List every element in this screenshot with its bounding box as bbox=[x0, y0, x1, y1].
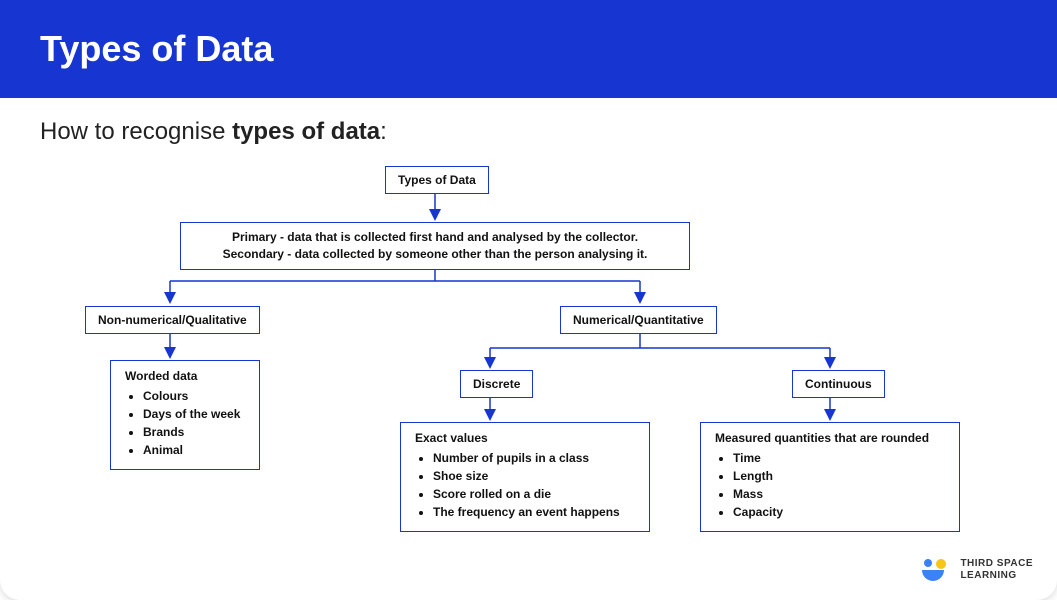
detail-discrete-title: Exact values bbox=[415, 431, 635, 445]
node-qualitative: Non-numerical/Qualitative bbox=[85, 306, 260, 334]
brand-line2: LEARNING bbox=[960, 570, 1033, 582]
header-banner: Types of Data bbox=[0, 0, 1057, 98]
detail-continuous: Measured quantities that are rounded Tim… bbox=[700, 422, 960, 532]
node-source: Primary - data that is collected first h… bbox=[180, 222, 690, 270]
source-line1: Primary - data that is collected first h… bbox=[193, 229, 677, 246]
node-discrete: Discrete bbox=[460, 370, 533, 398]
detail-continuous-list: TimeLengthMassCapacity bbox=[715, 449, 945, 521]
brand-text: THIRD SPACE LEARNING bbox=[960, 558, 1033, 582]
detail-continuous-title: Measured quantities that are rounded bbox=[715, 431, 945, 445]
list-item: Capacity bbox=[733, 503, 945, 521]
list-item: Length bbox=[733, 467, 945, 485]
subtitle-suffix: : bbox=[380, 118, 387, 145]
list-item: Shoe size bbox=[433, 467, 635, 485]
subtitle-prefix: How to recognise bbox=[40, 118, 232, 145]
brand-icon bbox=[920, 559, 952, 581]
list-item: Animal bbox=[143, 441, 245, 459]
detail-qualitative: Worded data ColoursDays of the weekBrand… bbox=[110, 360, 260, 470]
list-item: Days of the week bbox=[143, 405, 245, 423]
list-item: Number of pupils in a class bbox=[433, 449, 635, 467]
brand-logo: THIRD SPACE LEARNING bbox=[920, 558, 1033, 582]
flowchart: Types of Data Primary - data that is col… bbox=[0, 156, 1057, 576]
list-item: Colours bbox=[143, 387, 245, 405]
subtitle: How to recognise types of data: bbox=[0, 98, 1057, 156]
subtitle-bold: types of data bbox=[232, 118, 380, 145]
list-item: The frequency an event happens bbox=[433, 503, 635, 521]
page-title: Types of Data bbox=[40, 28, 1017, 70]
list-item: Mass bbox=[733, 485, 945, 503]
list-item: Brands bbox=[143, 423, 245, 441]
node-root: Types of Data bbox=[385, 166, 489, 194]
detail-qualitative-list: ColoursDays of the weekBrandsAnimal bbox=[125, 387, 245, 459]
detail-discrete: Exact values Number of pupils in a class… bbox=[400, 422, 650, 532]
detail-discrete-list: Number of pupils in a classShoe sizeScor… bbox=[415, 449, 635, 521]
node-continuous: Continuous bbox=[792, 370, 885, 398]
brand-line1: THIRD SPACE bbox=[960, 558, 1033, 570]
detail-qualitative-title: Worded data bbox=[125, 369, 245, 383]
list-item: Time bbox=[733, 449, 945, 467]
list-item: Score rolled on a die bbox=[433, 485, 635, 503]
node-quantitative: Numerical/Quantitative bbox=[560, 306, 717, 334]
source-line2: Secondary - data collected by someone ot… bbox=[193, 246, 677, 263]
